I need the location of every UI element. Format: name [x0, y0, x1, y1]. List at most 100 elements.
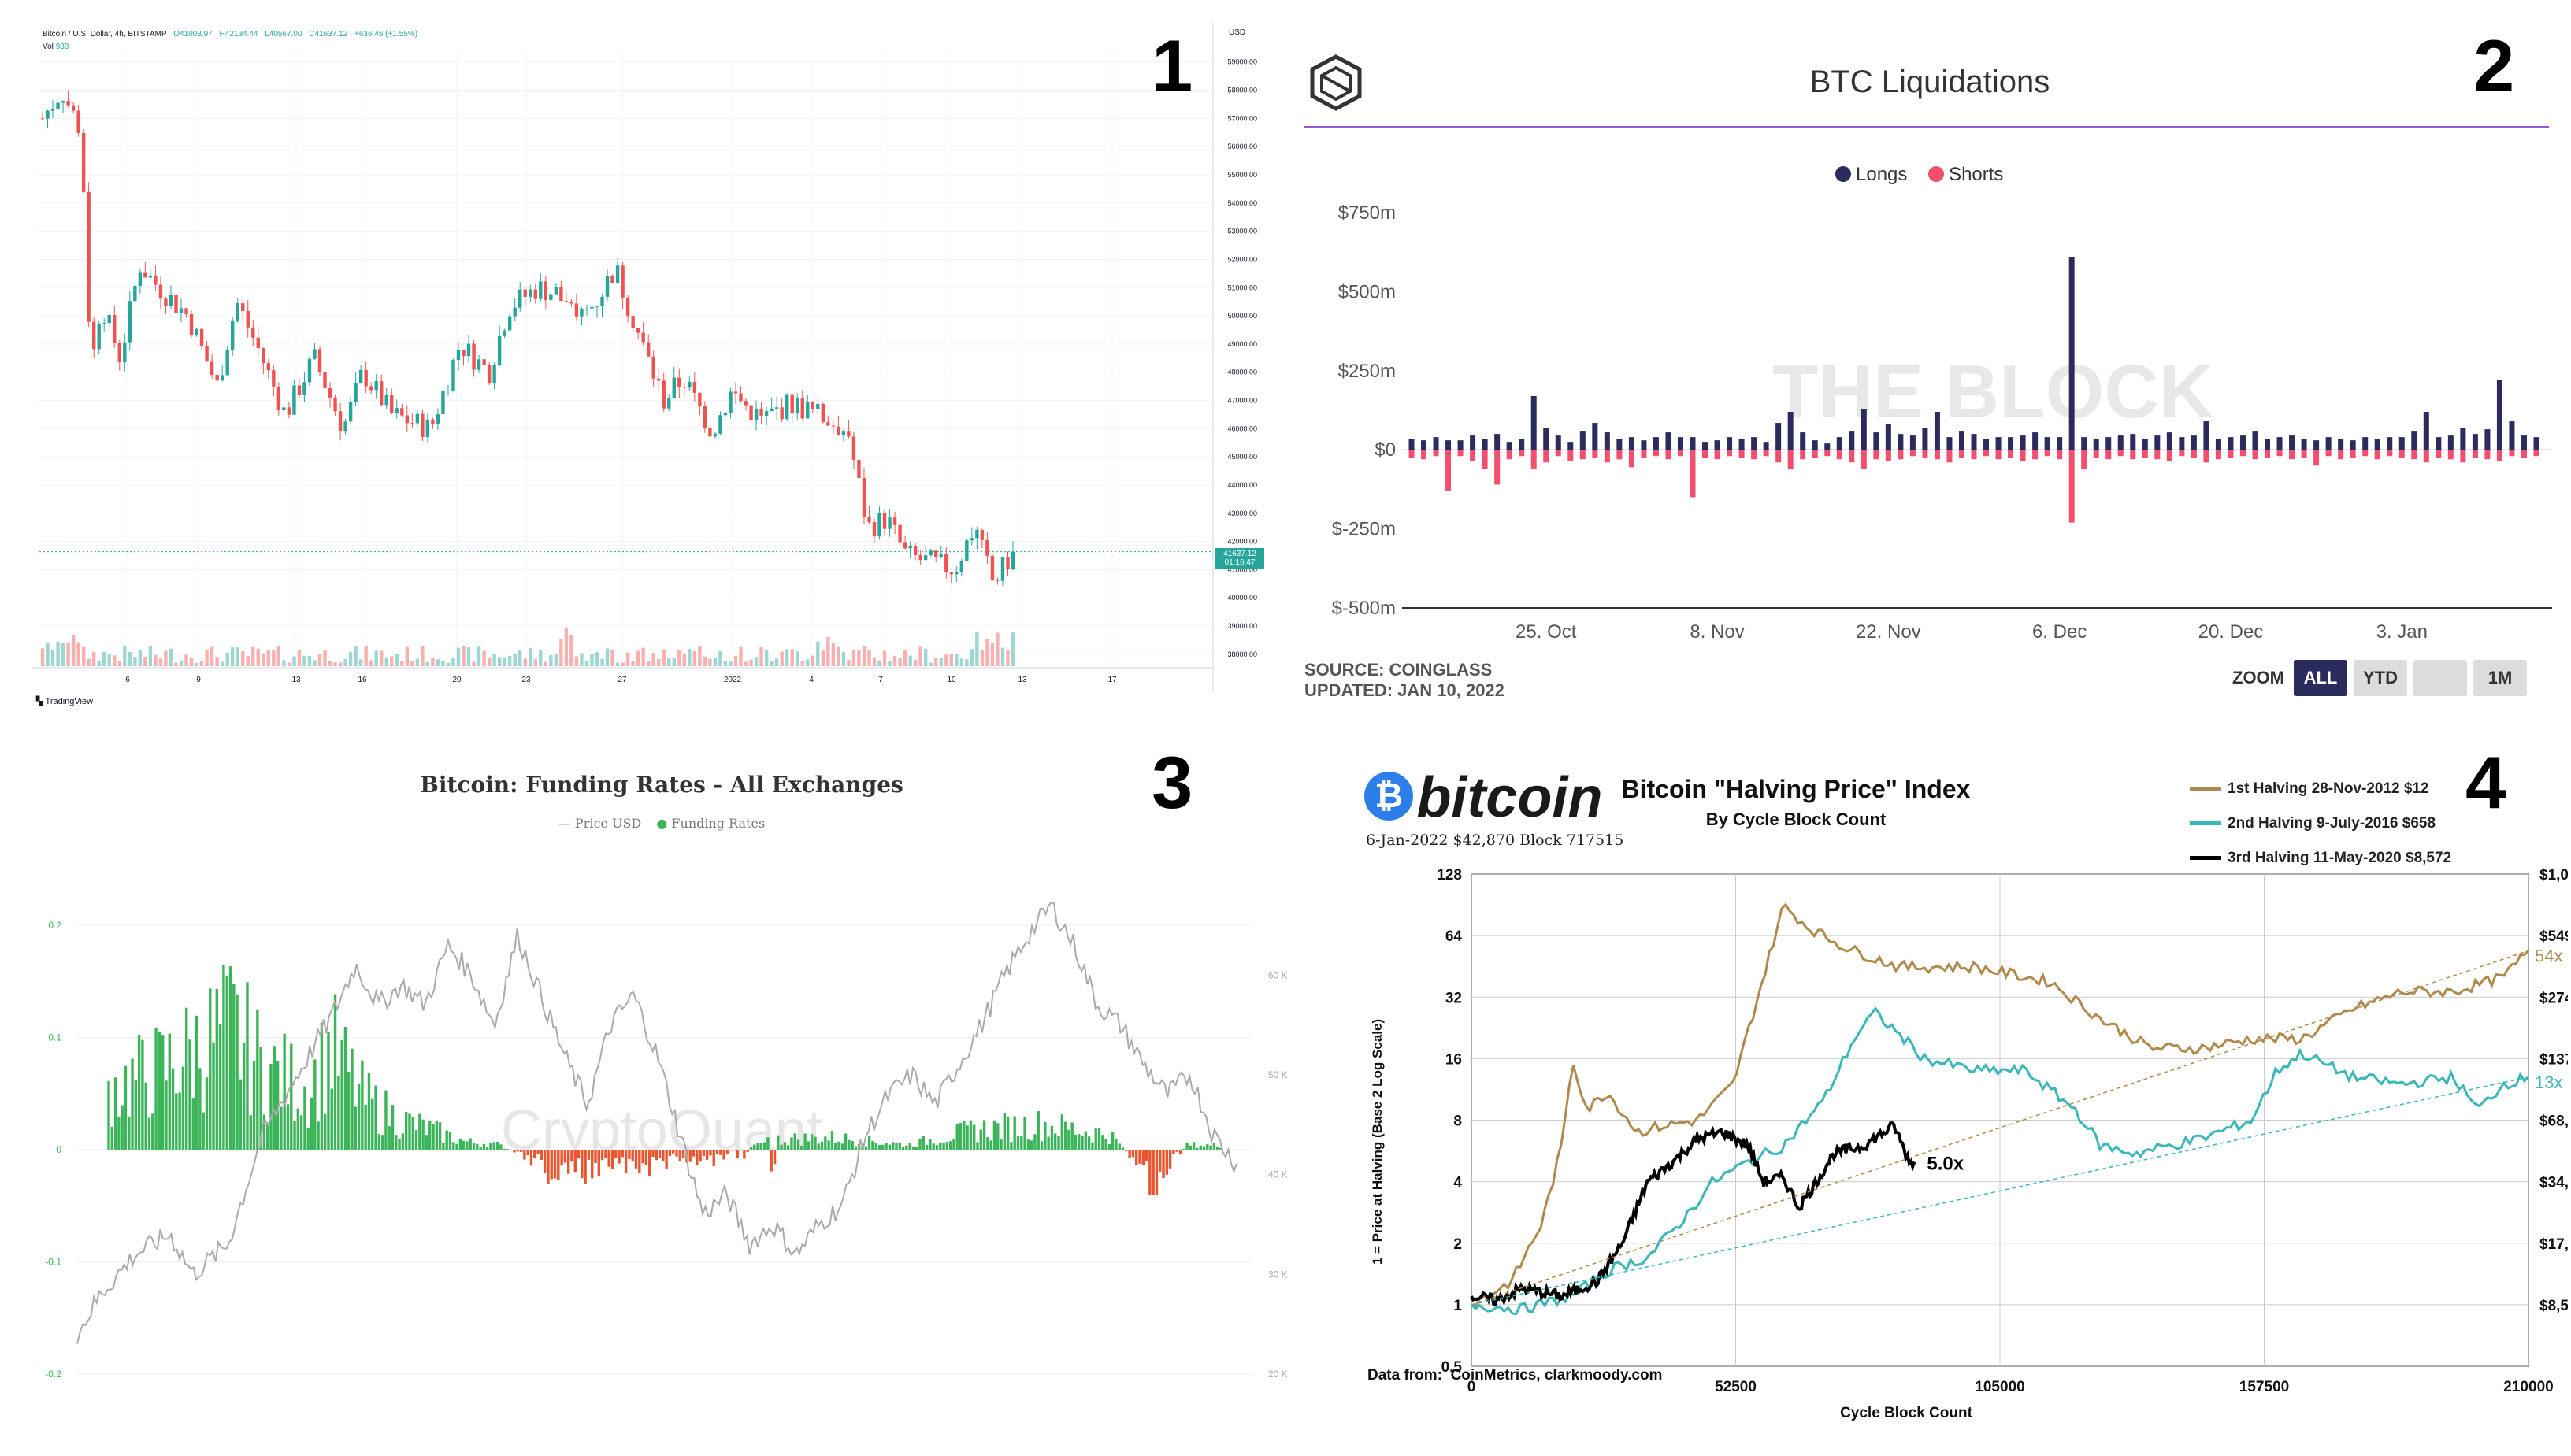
funding-bar — [398, 1139, 401, 1150]
legend-item-1st[interactable]: 1st Halving 28-Nov-2012 $12 — [2190, 772, 2451, 806]
funding-bar — [908, 1143, 911, 1150]
volume-bar — [821, 650, 825, 666]
volume-bar — [590, 654, 594, 666]
longs-bar — [2289, 435, 2295, 450]
candle-body — [529, 289, 532, 297]
x-tick-label: 20. Dec — [2198, 621, 2264, 643]
symbol-title[interactable]: Bitcoin / U.S. Dollar, 4h, BITSTAMP — [43, 30, 167, 39]
candle-body — [395, 408, 399, 413]
funding-bar — [986, 1137, 989, 1150]
shorts-bar — [1898, 450, 1904, 460]
series-line-2 — [1470, 1006, 2530, 1316]
funding-bar — [347, 1071, 351, 1150]
volume-bar — [307, 655, 312, 666]
y-tick-label: $750m — [1338, 202, 1396, 224]
y-right-tick-label: 20 K — [1268, 1369, 1288, 1380]
longs-bar — [1958, 431, 1964, 450]
longs-bar — [2276, 437, 2283, 450]
volume-bar — [456, 647, 461, 666]
funding-bar — [722, 1150, 725, 1160]
volume-bar — [857, 650, 861, 666]
legend-item-3rd[interactable]: 3rd Halving 11-May-2020 $8,572 — [2190, 841, 2451, 876]
funding-bar — [719, 1150, 722, 1155]
funding-bar — [581, 1150, 584, 1179]
legend-longs[interactable]: Longs — [1835, 164, 1907, 185]
candle-body — [358, 369, 363, 383]
volume-bar — [780, 651, 784, 666]
funding-bar — [458, 1139, 462, 1150]
funding-rates-chart[interactable]: CryptoQuant 0.20.10-0.1-0.260 K50 K40 K3… — [32, 835, 1292, 1449]
x-axis-label: Cycle Block Count — [1840, 1405, 1973, 1421]
longs-bar — [2447, 435, 2454, 450]
funding-bar — [759, 1143, 763, 1150]
liquidations-chart[interactable]: THE BLOCK $750m$500m$250m$0$-250m$-500m … — [1300, 173, 2560, 693]
shorts-bar — [1885, 450, 1891, 461]
shorts-bar — [1653, 450, 1659, 457]
funding-bar — [844, 1133, 848, 1150]
longs-bar — [1616, 439, 1623, 450]
legend-longs-label: Longs — [1856, 164, 1908, 185]
candle-body — [143, 272, 147, 278]
funding-bar — [658, 1150, 662, 1158]
legend-2nd-label: 2nd Halving 9-July-2016 $658 — [2228, 815, 2436, 832]
x-tick-label: 6. Dec — [2032, 621, 2087, 643]
volume-bar — [143, 657, 147, 666]
volume-bar — [646, 661, 651, 666]
volume-bar — [282, 660, 286, 666]
funding-bar — [374, 1085, 377, 1150]
panel-liquidations: BTC Liquidations Longs Shorts THE BLOCK … — [1300, 31, 2560, 717]
zoom-blank-button[interactable] — [2413, 660, 2467, 696]
funding-bar — [273, 1046, 276, 1150]
funding-bar — [343, 1027, 347, 1150]
candle-body — [965, 540, 969, 561]
funding-bar — [1070, 1122, 1074, 1150]
candlestick-chart[interactable]: 59000.00 58000.00 57000.00 56000.00 55000.00… — [32, 22, 1276, 715]
funding-bar — [296, 1108, 300, 1150]
funding-bar — [435, 1121, 439, 1150]
funding-bar — [1111, 1132, 1115, 1150]
funding-bar — [976, 1142, 979, 1150]
legend-funding[interactable]: ● Funding Rates — [656, 816, 765, 831]
candle-body — [672, 377, 676, 398]
zoom-all-button[interactable]: ALL — [2294, 660, 2347, 696]
y-right-tick-label: $17,184 — [2539, 1236, 2568, 1253]
volume-bar — [421, 646, 425, 666]
volume-value: 938 — [55, 43, 69, 51]
legend-item-2nd[interactable]: 2nd Halving 9-July-2016 $658 — [2190, 806, 2451, 841]
legend-shorts[interactable]: Shorts — [1928, 164, 2003, 185]
candle-body — [184, 308, 188, 315]
candle-body — [199, 328, 204, 346]
volume-bar — [657, 658, 661, 666]
funding-bar — [472, 1143, 476, 1150]
candle-body — [975, 530, 979, 539]
candle-body — [189, 314, 194, 335]
funding-bar — [877, 1144, 881, 1150]
candle-body — [923, 555, 928, 561]
candle-body — [908, 546, 912, 549]
zoom-ytd-button[interactable]: YTD — [2354, 660, 2407, 696]
candle-body — [903, 542, 907, 549]
shorts-bar — [1751, 450, 1757, 460]
funding-bar — [762, 1142, 766, 1150]
tradingview-logo[interactable]: ▚ TradingView — [36, 696, 93, 706]
shorts-bar — [2032, 450, 2039, 460]
funding-bar — [1182, 1149, 1185, 1150]
zoom-1m-button[interactable]: 1M — [2473, 660, 2527, 696]
candle-body — [759, 408, 763, 416]
longs-bar — [2020, 435, 2026, 450]
shorts-bar — [1445, 450, 1452, 491]
funding-bar — [283, 1033, 286, 1150]
legend-price[interactable]: — Price USD — [558, 816, 641, 831]
y-tick-label: 43000.00 — [1227, 509, 1257, 517]
longs-bar — [2166, 432, 2172, 450]
volume-header: Vol 938 — [43, 43, 69, 51]
candle-body — [364, 369, 368, 387]
candle-body — [959, 561, 964, 572]
funding-bar — [421, 1119, 425, 1150]
volume-bar — [205, 650, 209, 666]
funding-bar — [709, 1150, 712, 1156]
x-tick-label: 13 — [1018, 676, 1027, 684]
volume-bar — [374, 650, 378, 666]
funding-bar — [1196, 1147, 1199, 1150]
